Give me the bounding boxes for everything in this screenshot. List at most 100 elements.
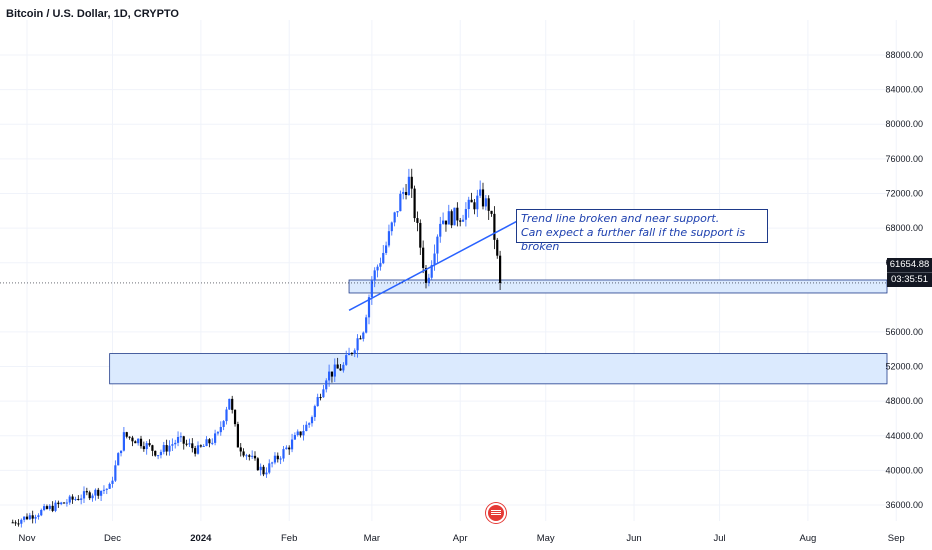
candle-up — [202, 445, 205, 447]
candle-up — [259, 466, 262, 471]
candle-down — [71, 496, 74, 500]
candle-up — [433, 253, 436, 265]
trend-line-segment — [348, 214, 529, 311]
candle-up — [402, 192, 405, 194]
candle-up — [302, 430, 305, 436]
candle-up — [162, 445, 165, 452]
candle-up — [205, 439, 208, 446]
us-flag-event-icon[interactable] — [486, 503, 506, 523]
candle-up — [222, 421, 225, 427]
x-tick-label: Jul — [713, 533, 725, 544]
candle-up — [94, 489, 97, 496]
candle-up — [174, 442, 177, 445]
candle-up — [333, 364, 336, 377]
candle-up — [40, 509, 43, 516]
candle-up — [279, 458, 282, 460]
candle-up — [114, 465, 117, 481]
y-tick-label: 44000.00 — [885, 431, 923, 441]
candle-down — [142, 446, 145, 450]
candle-down — [233, 409, 237, 425]
y-axis: 36000.00 40000.00 44000.00 48000.00 52000.00… — [885, 50, 923, 510]
candle-up — [23, 516, 26, 520]
candle-down — [45, 506, 49, 509]
x-tick-label: Feb — [281, 533, 297, 544]
candle-up — [328, 371, 331, 381]
annotation-box[interactable]: Trend line broken and near support. Can … — [516, 209, 768, 253]
candle-down — [77, 498, 80, 500]
candle-down — [154, 450, 157, 456]
candle-down — [319, 397, 322, 399]
y-tick-label: 52000.00 — [885, 362, 923, 372]
candle-up — [365, 317, 368, 333]
candle-up — [43, 506, 46, 510]
candle-down — [125, 432, 128, 437]
candle-down — [128, 436, 131, 438]
candle-up — [430, 264, 433, 278]
x-axis: Nov Dec 2024 Feb Mar Apr May Jun Jul Aug Sep — [19, 533, 905, 544]
candle-down — [51, 505, 54, 511]
candle-down — [413, 188, 416, 219]
candle-down — [419, 222, 422, 248]
y-tick-label: 36000.00 — [885, 500, 923, 510]
x-tick-label: May — [537, 533, 555, 544]
candle-down — [288, 447, 291, 450]
candle-down — [151, 445, 154, 451]
candle-down — [416, 218, 419, 223]
candle-down — [490, 210, 493, 214]
candle-up — [100, 490, 103, 496]
y-tick-label: 76000.00 — [885, 154, 923, 164]
candle-up — [54, 502, 57, 511]
candle-down — [97, 489, 100, 496]
candle-down — [422, 247, 425, 268]
candle-up — [399, 193, 402, 212]
candle-up — [157, 455, 160, 457]
candle-down — [88, 492, 91, 499]
candle-down — [191, 443, 194, 449]
y-tick-label: 84000.00 — [885, 85, 923, 95]
candle-down — [242, 451, 245, 456]
candle-up — [439, 223, 442, 237]
candle-up — [476, 195, 479, 210]
candle-down — [185, 443, 188, 445]
candle-up — [308, 423, 311, 425]
candle-down — [194, 448, 197, 454]
candle-up — [356, 338, 359, 351]
candle-up — [390, 222, 393, 232]
x-tick-label: Nov — [19, 533, 36, 544]
x-tick-label: Dec — [104, 533, 121, 544]
candle-up — [310, 417, 314, 424]
candle-up — [447, 211, 450, 225]
candles — [11, 168, 502, 528]
candle-up — [461, 219, 465, 222]
candle-down — [148, 443, 151, 446]
candle-up — [268, 463, 271, 473]
candle-up — [225, 409, 228, 422]
candle-down — [131, 437, 134, 442]
candle-down — [450, 211, 453, 226]
candle-down — [231, 398, 234, 410]
candle-down — [359, 338, 362, 340]
candle-up — [453, 207, 456, 226]
candle-up — [91, 495, 94, 499]
candle-up — [479, 189, 482, 196]
candle-up — [48, 505, 51, 509]
candle-down — [239, 447, 242, 452]
candle-up — [28, 515, 31, 520]
candle-down — [456, 207, 459, 221]
candle-down — [62, 502, 66, 504]
candle-up — [214, 433, 217, 443]
candle-up — [362, 332, 365, 339]
candle-up — [176, 436, 180, 443]
x-tick-label: Apr — [453, 533, 468, 544]
candle-down — [444, 220, 448, 225]
candle-up — [345, 355, 348, 365]
y-tick-label: 56000.00 — [885, 327, 923, 337]
candle-up — [137, 438, 140, 444]
candle-up — [322, 389, 325, 398]
candle-up — [159, 451, 163, 456]
x-tick-label: Jun — [626, 533, 641, 544]
candle-up — [179, 436, 182, 438]
candle-up — [342, 364, 345, 371]
candle-down — [11, 522, 14, 524]
